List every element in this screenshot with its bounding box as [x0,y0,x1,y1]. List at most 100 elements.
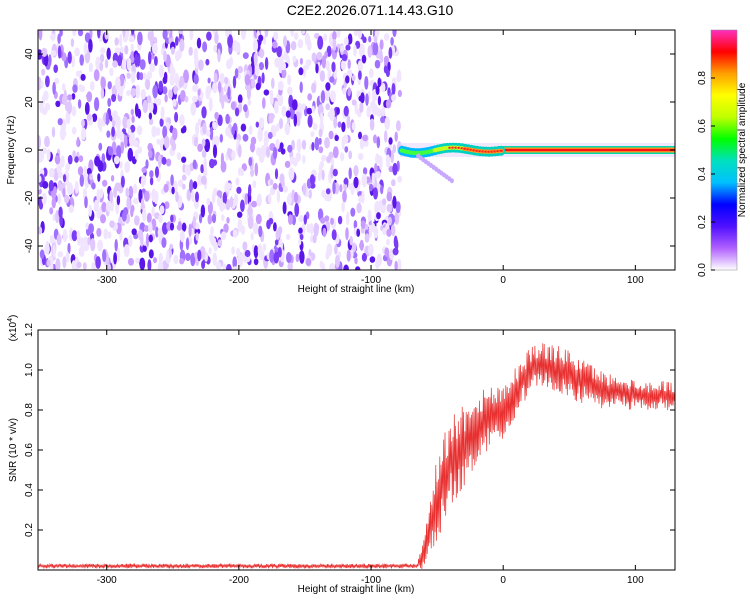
spectrogram-noise-cell [120,139,125,154]
spectrogram-noise-cell [72,84,78,93]
spectrogram-noise-cell [169,222,175,231]
spectrogram-noise-cell [299,233,304,241]
snr-y-tick-label: 1.2 [24,323,35,337]
spectrogram-noise-cell [51,126,56,138]
spectrogram-noise-cell [376,171,381,179]
colorbar-tick-label: 0.0 [697,263,708,277]
spectrogram-noise-cell [391,94,397,102]
spectrogram-noise-cell [289,156,296,164]
spectrogram-noise-cell [158,154,162,168]
spectrogram-noise-cell [386,191,393,202]
spectrogram-noise-cell [77,30,84,37]
colorbar-gradient [711,30,737,270]
spectrogram-noise-cell [262,35,267,45]
spectrogram-noise-cell [248,201,252,215]
spectrogram-noise-cell [42,181,49,189]
spectrogram-noise-cell [201,260,206,269]
spectrogram-noise-cell [117,54,123,67]
spectrogram-noise-cell [194,228,201,235]
spectrogram-noise-cell [136,71,141,81]
spectrogram-noise-cell [205,86,211,100]
spectrogram-noise-cell [107,263,112,270]
spectrogram-noise-cell [162,30,168,40]
spectrogram-noise-cell [44,135,50,148]
spectrogram-noise-cell [377,77,382,88]
spectrogram-noise-cell [367,45,373,58]
spectrogram-noise-cell [256,196,262,207]
spectrogram-noise-cell [49,235,55,245]
spectrogram-noise-cell [158,214,163,223]
spectrogram-noise-cell [147,259,152,270]
spectrogram-noise-cell [252,39,259,53]
spectrogram-noise-cell [283,35,287,48]
spectrogram-noise-cell [393,235,398,249]
spectrogram-noise-cell [262,243,267,252]
spectrogram-noise-cell [199,213,203,224]
spectrogram-noise-cell [97,173,101,182]
spectrogram-noise-cell [258,117,265,129]
spectrogram-noise-cell [119,161,123,169]
spectrogram-noise-cell [245,83,250,91]
spectrogram-noise-cell [305,258,312,266]
spectrogram-noise-cell [86,113,92,122]
spectrogram-noise-cell [139,257,146,270]
spectrogram-noise-cell [248,156,253,167]
spectrogram-noise-cell [76,230,81,240]
spectrogram-noise-cell [159,205,165,215]
spectrogram-noise-cell [329,76,335,83]
spectrogram-noise-cell [77,166,84,176]
spectrogram-noise-cell [163,50,167,62]
spectrogram-noise-cell [358,43,365,58]
spectrogram-noise-cell [357,30,362,39]
spectrogram-noise-cell [82,262,87,270]
spectrogram-noise-cell [261,72,265,84]
spectrogram-y-tick-label: 40 [24,48,35,60]
spectrogram-noise-cell [213,44,218,53]
spectrogram-noise-cell [362,134,368,142]
spectrogram-noise-cell [59,30,63,37]
spectrogram-noise-cell [58,181,62,192]
spectrogram-noise-cell [67,51,72,64]
spectrogram-noise-cell [237,253,243,268]
spectrogram-noise-cell [190,252,196,267]
spectrogram-noise-cell [273,222,277,232]
spectrogram-noise-cell [135,84,140,99]
spectrogram-noise-cell [240,199,245,212]
spectrogram-noise-cell [232,256,237,270]
spectrogram-noise-cell [368,224,373,238]
spectrogram-x-tick-label: -200 [229,275,249,286]
snr-y-scale-exp: 4 [7,318,14,322]
spectrogram-noise-cell [55,100,61,108]
spectrogram-noise-cell [345,211,350,226]
spectrogram-noise-cell [140,198,145,210]
spectrogram-noise-cell [263,89,270,96]
spectrogram-noise-cell [237,144,242,158]
spectrogram-noise-cell [341,201,345,213]
spectrogram-noise-cell [193,73,199,85]
spectrogram-noise-cell [57,251,64,258]
spectrogram-noise-cell [324,215,330,222]
spectrogram-y-ticks: -40 -20 0 20 40 [24,48,675,253]
spectrogram-noise-cell [202,122,207,135]
spectrogram-noise-cell [288,94,294,108]
spectrogram-noise-cell [142,245,147,252]
spectrogram-noise-cell [240,168,244,177]
snr-y-tick-label: 0.8 [24,403,35,417]
spectrogram-noise-cell [379,49,383,62]
spectrogram-noise-cell [38,30,43,41]
spectrogram-noise-cell [388,47,393,59]
spectrogram-noise-cell [146,95,152,103]
spectrogram-noise-cell [66,94,73,101]
spectrogram-noise-cell [271,77,275,89]
spectrogram-noise-cell [397,258,402,270]
spectrogram-noise-cell [67,242,71,255]
spectrogram-noise-cell [372,134,378,144]
spectrogram-noise-cell [137,31,143,46]
spectrogram-noise-cell [126,57,132,71]
spectrogram-noise-cell [391,179,396,187]
spectrogram-noise-cell [175,36,179,46]
spectrogram-noise-cell [317,35,324,50]
spectrogram-noise-cell [242,241,248,251]
spectrogram-noise-cell [234,107,240,117]
spectrogram-noise-cell [83,165,88,178]
